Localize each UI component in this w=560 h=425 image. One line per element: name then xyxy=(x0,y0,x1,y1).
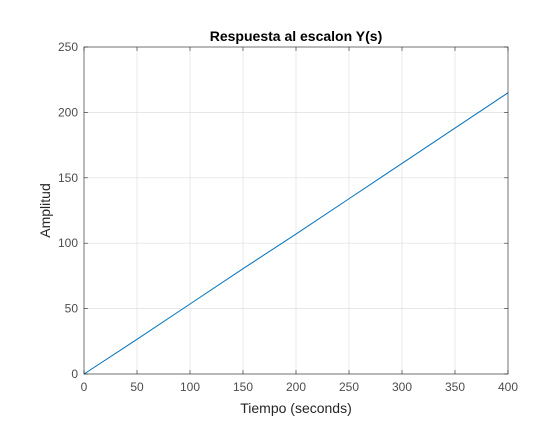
x-tick-label: 50 xyxy=(130,380,144,394)
y-tick-label: 0 xyxy=(71,367,78,381)
chart-title: Respuesta al escalon Y(s) xyxy=(210,28,382,44)
y-tick-label: 50 xyxy=(65,302,79,316)
x-tick-label: 350 xyxy=(445,380,465,394)
x-tick-label: 150 xyxy=(233,380,253,394)
y-tick-label: 250 xyxy=(58,40,78,54)
x-axis-label: Tiempo (seconds) xyxy=(240,400,352,416)
data-layer xyxy=(83,92,509,375)
y-axis-label: Amplitud xyxy=(37,183,53,237)
x-tick-label: 200 xyxy=(286,380,306,394)
x-tick-label: 0 xyxy=(81,380,88,394)
y-tick-label: 200 xyxy=(58,105,78,119)
ticks: 0 50 100 150 200 250 300 350 400 0 50 100 150 200 250 xyxy=(58,40,518,394)
x-tick-label: 100 xyxy=(180,380,200,394)
y-tick-label: 100 xyxy=(58,236,78,250)
series-line-0 xyxy=(83,92,509,375)
x-tick-label: 300 xyxy=(392,380,412,394)
y-tick-label: 150 xyxy=(58,171,78,185)
x-tick-label: 250 xyxy=(339,380,359,394)
x-tick-label: 400 xyxy=(498,380,518,394)
